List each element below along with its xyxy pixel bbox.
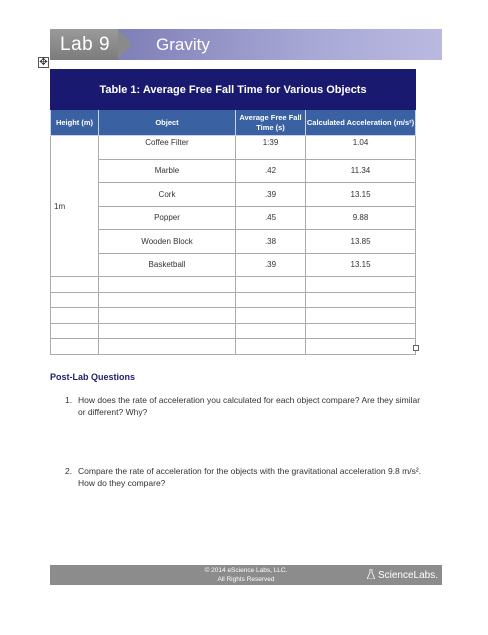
object-cell[interactable]: Marble <box>98 158 236 183</box>
time-cell[interactable]: .39 <box>235 252 306 277</box>
empty-cell[interactable] <box>50 322 99 339</box>
question-number: 1. <box>65 395 73 405</box>
time-cell[interactable]: .39 <box>235 182 306 207</box>
lab-number: Lab 9 <box>50 29 118 60</box>
empty-cell[interactable] <box>304 338 417 355</box>
object-cell[interactable]: Wooden Block <box>98 229 236 254</box>
table-row-empty <box>50 276 417 293</box>
empty-cell[interactable] <box>304 276 417 293</box>
accel-cell[interactable]: 13.85 <box>304 229 417 254</box>
empty-cell[interactable] <box>98 322 236 339</box>
question-text: Compare the rate of acceleration for the… <box>78 466 422 488</box>
question-1: 1. How does the rate of acceleration you… <box>65 394 425 418</box>
page-title: Gravity <box>156 35 210 54</box>
flask-icon <box>367 569 376 579</box>
empty-cell[interactable] <box>50 307 99 324</box>
empty-cell[interactable] <box>235 276 306 293</box>
object-cell[interactable]: Coffee Filter <box>98 135 236 160</box>
empty-cell[interactable] <box>98 338 236 355</box>
logo-text: ScienceLabs. <box>377 570 438 581</box>
header-title-bar <box>118 29 442 60</box>
post-lab-heading: Post-Lab Questions <box>50 372 136 382</box>
table-row: 1m Coffee Filter 1:39 1.04 <box>50 135 417 277</box>
empty-cell[interactable] <box>235 291 306 308</box>
empty-cell[interactable] <box>304 307 417 324</box>
empty-cell[interactable] <box>98 291 236 308</box>
question-number: 2. <box>65 466 73 476</box>
accel-cell[interactable]: 1.04 <box>304 135 417 160</box>
table-row: Wooden Block .38 13.85 <box>51 229 417 254</box>
science-labs-logo: ScienceLabs. <box>367 569 438 581</box>
column-header: Height (m) <box>50 109 99 136</box>
height-cell[interactable]: 1m <box>50 135 99 277</box>
accel-cell[interactable]: 13.15 <box>304 252 417 277</box>
empty-cell[interactable] <box>50 338 99 355</box>
object-cell[interactable]: Popper <box>98 205 236 230</box>
object-cell[interactable]: Basketball <box>98 252 236 277</box>
column-header: Object <box>98 109 236 136</box>
empty-cell[interactable] <box>98 307 236 324</box>
empty-cell[interactable] <box>235 338 306 355</box>
empty-cell[interactable] <box>98 276 236 293</box>
table-row-empty <box>50 338 417 355</box>
time-cell[interactable]: .38 <box>235 229 306 254</box>
time-cell[interactable]: .42 <box>235 158 306 183</box>
empty-cell[interactable] <box>304 322 417 339</box>
question-text: How does the rate of acceleration you ca… <box>78 395 421 417</box>
table-row-empty <box>50 291 417 308</box>
page-footer: © 2014 eScience Labs, LLC. All Rights Re… <box>50 565 442 585</box>
empty-cell[interactable] <box>235 307 306 324</box>
rights-text: All Rights Reserved <box>217 576 275 583</box>
object-cell[interactable]: Cork <box>98 182 236 207</box>
empty-cell[interactable] <box>235 322 306 339</box>
table-row: Popper .45 9.88 <box>51 205 417 230</box>
table-row: Marble .42 11.34 <box>51 158 417 183</box>
table-row-empty <box>50 307 417 324</box>
empty-cell[interactable] <box>50 291 99 308</box>
column-header: Average Free Fall Time (s) <box>235 109 306 136</box>
table-resize-handle[interactable] <box>413 345 419 351</box>
accel-cell[interactable]: 9.88 <box>304 205 417 230</box>
accel-cell[interactable]: 11.34 <box>304 158 417 183</box>
move-handle-icon[interactable]: ✥ <box>38 57 49 68</box>
header-arrow <box>118 29 132 59</box>
table-row: Basketball .39 13.15 <box>51 252 417 277</box>
results-table: Table 1: Average Free Fall Time for Vari… <box>49 69 417 355</box>
empty-cell[interactable] <box>50 276 99 293</box>
question-2: 2. Compare the rate of acceleration for … <box>65 465 425 489</box>
accel-cell[interactable]: 13.15 <box>304 182 417 207</box>
table-row-empty <box>50 322 417 339</box>
table-row: Cork .39 13.15 <box>51 182 417 207</box>
empty-cell[interactable] <box>304 291 417 308</box>
copyright-text: © 2014 eScience Labs, LLC. <box>204 567 288 574</box>
time-cell[interactable]: .45 <box>235 205 306 230</box>
column-header: Calculated Acceleration (m/s²) <box>304 109 417 136</box>
table-title: Table 1: Average Free Fall Time for Vari… <box>49 69 417 110</box>
time-cell[interactable]: 1:39 <box>235 135 306 160</box>
